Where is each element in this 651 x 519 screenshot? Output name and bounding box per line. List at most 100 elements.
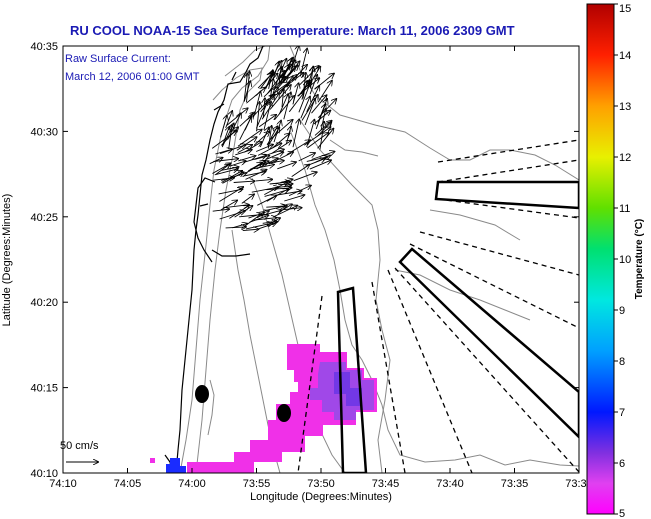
current-vector bbox=[226, 108, 248, 126]
annotation-line2: March 12, 2006 01:00 GMT bbox=[65, 71, 200, 83]
y-axis-label: Latitude (Degrees:Minutes) bbox=[1, 194, 13, 327]
current-vector bbox=[234, 206, 253, 218]
current-vector bbox=[298, 153, 315, 162]
current-vector bbox=[275, 179, 293, 185]
current-vector bbox=[241, 194, 254, 204]
current-vector bbox=[268, 152, 293, 165]
current-vector bbox=[284, 195, 304, 202]
current-vector bbox=[297, 78, 320, 97]
x-axis-label: Longitude (Degrees:Minutes) bbox=[250, 491, 392, 503]
current-vector bbox=[219, 145, 246, 155]
current-vector bbox=[222, 172, 243, 184]
current-vector bbox=[213, 159, 238, 162]
current-vector bbox=[311, 152, 335, 160]
station-marker bbox=[277, 404, 291, 422]
colorbar-tick-label: 5 bbox=[619, 508, 625, 519]
current-vector bbox=[288, 93, 303, 113]
y-tick-label: 40:30 bbox=[30, 126, 58, 138]
current-vector bbox=[239, 112, 255, 127]
dashed-beam-lines bbox=[297, 139, 579, 473]
current-vector bbox=[211, 131, 236, 149]
x-tick-label: 73:50 bbox=[307, 478, 335, 490]
current-vector bbox=[306, 120, 315, 148]
colorbar bbox=[586, 3, 615, 515]
colorbar-tick-label: 8 bbox=[619, 356, 625, 368]
current-vector bbox=[261, 93, 279, 120]
current-vector bbox=[307, 133, 328, 149]
current-vector bbox=[269, 85, 291, 110]
current-vector bbox=[232, 224, 247, 229]
current-vector bbox=[241, 212, 264, 229]
colorbar-tick-label: 13 bbox=[619, 101, 631, 113]
colorbar-tick-label: 11 bbox=[619, 203, 630, 215]
current-vector bbox=[283, 92, 291, 120]
colorbar-ticks: 5 6 7 8 9 10 11 12 13 14 15 bbox=[614, 3, 631, 519]
current-vector bbox=[280, 64, 293, 79]
current-vector bbox=[292, 119, 299, 148]
chart-title: RU COOL NOAA-15 Sea Surface Temperature:… bbox=[70, 23, 515, 38]
current-vector bbox=[279, 94, 289, 114]
x-tick-label: 73:35 bbox=[501, 478, 529, 490]
current-vector bbox=[267, 126, 271, 149]
current-vector bbox=[212, 209, 229, 211]
current-vector bbox=[219, 211, 245, 220]
current-vector bbox=[219, 187, 243, 202]
current-vector bbox=[235, 150, 251, 156]
station-marker bbox=[195, 385, 209, 403]
current-vector bbox=[258, 223, 276, 230]
beam-outline bbox=[398, 247, 579, 439]
colorbar-tick-label: 15 bbox=[619, 3, 631, 15]
colorbar-tick-label: 6 bbox=[619, 458, 625, 470]
surface-current-vectors bbox=[209, 46, 337, 231]
current-vector bbox=[251, 187, 279, 193]
current-vector bbox=[314, 121, 332, 136]
current-vector bbox=[304, 99, 315, 126]
current-vector bbox=[220, 115, 227, 138]
current-vector bbox=[299, 66, 319, 86]
current-vector bbox=[209, 158, 223, 165]
current-vector bbox=[212, 163, 230, 174]
x-tick-label: 74:00 bbox=[178, 478, 206, 490]
colorbar-tick-label: 7 bbox=[619, 407, 625, 419]
current-vector bbox=[271, 82, 289, 95]
current-vector bbox=[228, 126, 232, 150]
current-vector bbox=[282, 89, 284, 108]
current-vector bbox=[254, 92, 261, 115]
y-tick-label: 40:10 bbox=[30, 468, 58, 480]
x-tick-label: 74:10 bbox=[49, 478, 77, 490]
x-tick-label: 73:30 bbox=[565, 478, 593, 490]
colorbar-tick-label: 12 bbox=[619, 152, 631, 164]
beam-outline bbox=[434, 180, 579, 210]
y-axis-ticks: 40:10 40:15 40:20 40:25 40:30 40:35 bbox=[30, 41, 579, 480]
current-vector bbox=[293, 172, 317, 182]
x-tick-label: 73:55 bbox=[243, 478, 271, 490]
current-vector bbox=[317, 99, 327, 123]
beam-outline bbox=[336, 286, 368, 473]
colorbar-label: Temperature (°C) bbox=[634, 219, 645, 300]
current-vector bbox=[285, 127, 291, 145]
current-vector bbox=[255, 179, 272, 181]
colorbar-tick-label: 14 bbox=[619, 50, 631, 62]
current-vector bbox=[270, 79, 273, 99]
current-vector bbox=[220, 201, 237, 211]
current-vector bbox=[243, 73, 247, 102]
y-tick-label: 40:25 bbox=[30, 212, 58, 224]
x-tick-label: 73:40 bbox=[436, 478, 464, 490]
sst-patch-blue bbox=[166, 458, 186, 473]
current-vector bbox=[305, 159, 325, 167]
current-vector bbox=[291, 165, 310, 177]
current-vector bbox=[273, 206, 297, 218]
current-vector bbox=[257, 143, 281, 156]
current-vector bbox=[229, 161, 246, 167]
current-vector bbox=[213, 178, 234, 180]
current-vector bbox=[255, 99, 268, 129]
current-vector bbox=[292, 83, 299, 105]
current-vector bbox=[309, 160, 331, 170]
x-tick-label: 74:05 bbox=[114, 478, 142, 490]
scale-label: 50 cm/s bbox=[60, 440, 99, 452]
current-vector bbox=[277, 162, 296, 170]
current-vector bbox=[272, 134, 290, 149]
y-tick-label: 40:20 bbox=[30, 297, 58, 309]
current-vector bbox=[246, 161, 266, 173]
current-vector bbox=[268, 149, 284, 155]
